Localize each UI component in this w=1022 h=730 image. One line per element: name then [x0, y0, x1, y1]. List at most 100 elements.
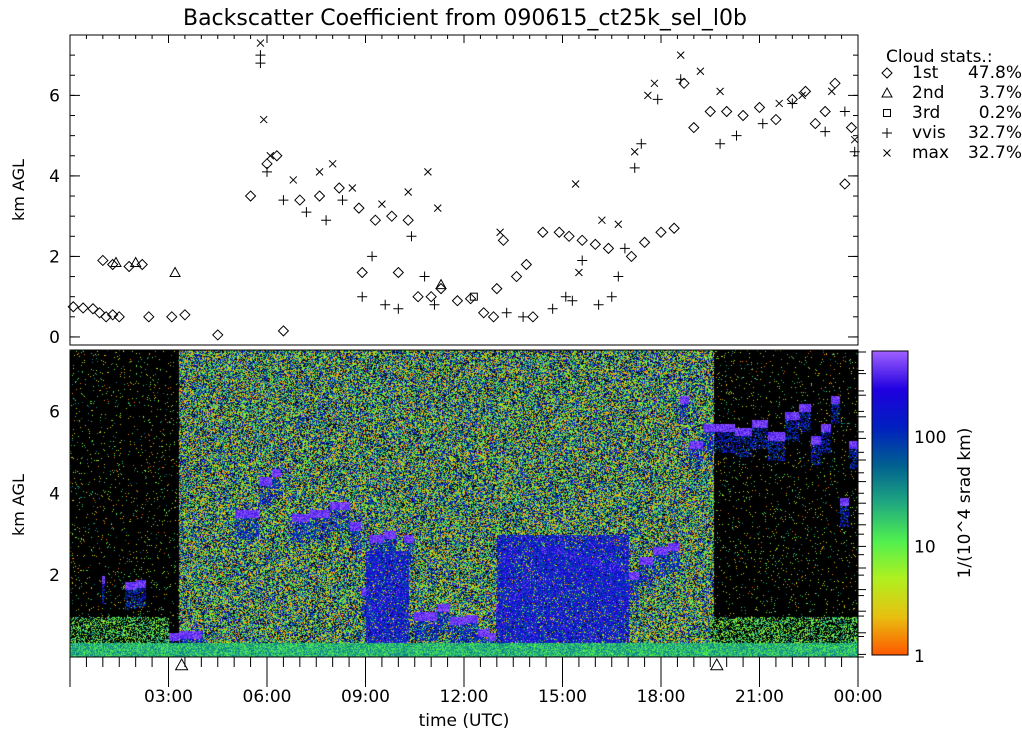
point-vvis	[406, 231, 417, 242]
point-max	[630, 147, 639, 156]
point-1st	[143, 311, 155, 323]
point-1st	[819, 105, 831, 118]
xtick-label: 09:00	[341, 687, 390, 707]
point-1st	[770, 113, 782, 126]
legend-stat-3rd: 0.2%	[979, 103, 1022, 123]
point-max	[259, 115, 268, 124]
point-vvis	[518, 311, 529, 322]
legend-label-1st: 1st	[912, 63, 939, 83]
point-1st	[77, 302, 89, 314]
point-1st	[425, 290, 437, 303]
point-1st	[166, 311, 178, 323]
point-1st	[537, 226, 549, 238]
point-1st	[451, 295, 464, 307]
point-max	[696, 67, 705, 76]
point-1st	[753, 101, 766, 114]
point-vvis	[560, 291, 571, 302]
point-1st	[106, 258, 119, 271]
point-1st	[294, 194, 306, 206]
point-1st	[625, 250, 638, 263]
point-vvis	[278, 195, 289, 206]
legend-stat-1st: 47.8%	[968, 63, 1022, 83]
point-1st	[576, 234, 588, 247]
bottom-ytick-label: 6	[49, 402, 60, 422]
point-vvis	[606, 291, 617, 302]
point-max	[424, 168, 432, 176]
point-vvis	[255, 58, 266, 69]
point-max	[315, 168, 324, 176]
top-plot-frame	[69, 34, 859, 346]
point-vvis	[429, 299, 440, 310]
point-1st	[333, 182, 345, 194]
point-1st	[100, 311, 112, 323]
legend-marker-3rd	[883, 109, 891, 117]
scatter-marks	[67, 39, 860, 341]
bottom-ylabel: km AGL	[9, 474, 28, 536]
legend-marker-1st	[881, 67, 893, 79]
colorbar	[872, 351, 908, 655]
legend-marker-max	[883, 149, 891, 157]
point-max	[676, 51, 685, 59]
point-max	[716, 87, 724, 96]
top-ylabel: km AGL	[9, 159, 28, 221]
point-max	[798, 91, 807, 100]
point-max	[378, 200, 386, 208]
point-1st	[386, 210, 398, 222]
point-1st	[527, 311, 539, 323]
top-ytick-label: 4	[49, 167, 60, 187]
colorbar-tick-label: 100	[914, 428, 946, 448]
point-1st	[271, 150, 283, 162]
point-max	[433, 204, 442, 212]
point-1st	[737, 109, 749, 122]
point-1st	[353, 202, 365, 214]
point-vvis	[367, 251, 378, 262]
point-1st	[829, 77, 841, 90]
legend-marker-vvis	[882, 128, 892, 138]
point-1st	[123, 260, 135, 273]
legend-title: Cloud stats.:	[886, 47, 993, 67]
xtick-label: 06:00	[243, 687, 292, 707]
legend-stat-2nd: 3.7%	[979, 83, 1022, 103]
point-1st	[638, 236, 651, 249]
point-vvis	[629, 162, 640, 173]
point-1st	[313, 190, 326, 202]
legend-stat-max: 32.7%	[968, 143, 1022, 163]
point-1st	[87, 303, 99, 315]
xtick-label: 15:00	[538, 687, 587, 707]
point-vvis	[731, 130, 742, 141]
point-1st	[845, 121, 858, 134]
point-1st	[477, 307, 490, 319]
point-1st	[487, 311, 500, 323]
point-max	[598, 216, 606, 225]
legend-stat-vvis: 32.7%	[968, 123, 1022, 143]
xtick-label: 03:00	[144, 687, 193, 707]
point-2nd	[129, 256, 142, 267]
colorbar-frame	[871, 350, 909, 656]
chart-title: Backscatter Coefficient from 090615_ct25…	[183, 6, 747, 31]
point-1st	[244, 190, 257, 202]
legend-label-2nd: 2nd	[912, 83, 944, 103]
axes: 0 2 4 6 2 4 6 03:00 06:00 09:00 12:00 15:00 18:00 21:…	[49, 35, 946, 707]
point-max	[775, 99, 784, 108]
point-vvis	[839, 106, 850, 117]
point-1st	[809, 117, 822, 130]
point-max	[404, 188, 413, 196]
point-vvis	[820, 126, 831, 137]
axis-triangle-marker	[709, 657, 724, 671]
point-max	[328, 159, 337, 168]
point-1st	[839, 178, 851, 190]
point-1st	[97, 254, 109, 267]
colorbar-tick-label: 1	[914, 647, 925, 667]
point-1st	[688, 121, 700, 134]
point-1st	[277, 325, 290, 337]
point-vvis	[301, 207, 312, 218]
point-1st	[720, 105, 733, 118]
point-vvis	[613, 271, 624, 282]
legend-label-max: max	[912, 143, 949, 163]
point-vvis	[593, 299, 604, 310]
point-vvis	[501, 307, 512, 318]
point-1st	[510, 270, 523, 283]
point-vvis	[675, 74, 686, 85]
